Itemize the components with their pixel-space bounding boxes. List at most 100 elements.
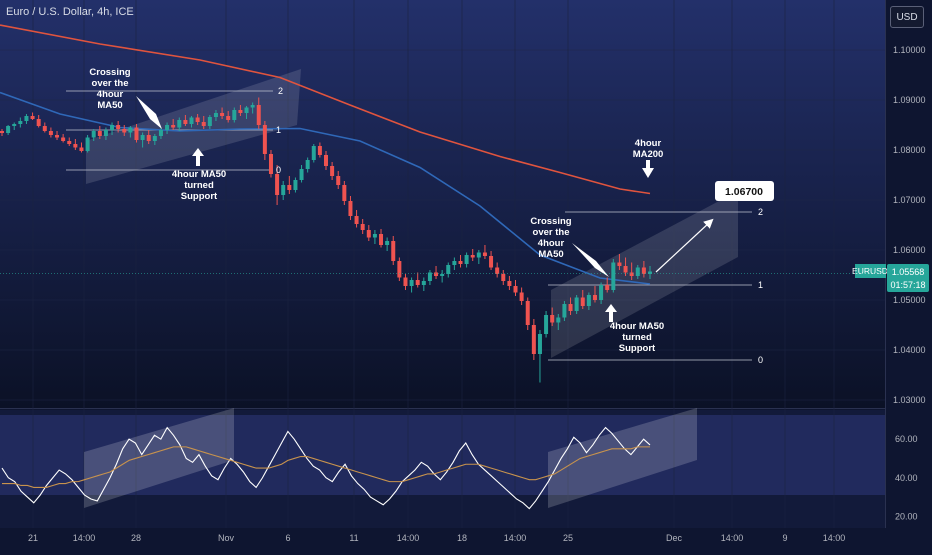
price-badge-value: 1.05568 bbox=[892, 267, 925, 277]
candle-body bbox=[464, 255, 469, 264]
time-tick-label: 9 bbox=[782, 533, 787, 543]
candle-body bbox=[440, 274, 445, 276]
rsi-tick-label: 40.00 bbox=[895, 473, 918, 483]
time-tick-label: 21 bbox=[28, 533, 38, 543]
time-axis: 21 14:00 28 Nov 6 11 14:00 18 14:00 25 Dec 14:00 9 14… bbox=[28, 533, 845, 543]
candle-body bbox=[501, 274, 506, 281]
candle-body bbox=[354, 216, 359, 224]
rsi-line bbox=[1, 426, 651, 510]
candle-body bbox=[226, 116, 231, 120]
candle-body bbox=[446, 265, 451, 274]
candle-body bbox=[452, 261, 457, 265]
candle-body bbox=[568, 304, 573, 311]
candle-body bbox=[299, 169, 304, 180]
candle-body bbox=[6, 126, 11, 133]
price-tick-label: 1.04000 bbox=[893, 345, 926, 355]
candle-body bbox=[635, 267, 640, 276]
price-tick-label: 1.06000 bbox=[893, 245, 926, 255]
candle-body bbox=[409, 280, 414, 286]
candle-body bbox=[458, 261, 463, 264]
candle-body bbox=[134, 127, 139, 140]
candle-body bbox=[42, 126, 47, 131]
candles bbox=[0, 97, 652, 383]
candle-body bbox=[268, 154, 273, 174]
right-support-text: 4hour MA50 turned Support bbox=[610, 321, 664, 354]
candle-body bbox=[85, 137, 90, 151]
candle-body bbox=[183, 120, 188, 124]
candle-body bbox=[427, 272, 432, 281]
candle-body bbox=[366, 230, 371, 238]
candle-body bbox=[128, 127, 133, 133]
candle-body bbox=[385, 241, 390, 245]
candle-body bbox=[311, 146, 316, 160]
candle-body bbox=[562, 304, 567, 318]
candle-body bbox=[36, 119, 41, 126]
ma200-line bbox=[0, 24, 651, 195]
candle-body bbox=[507, 281, 512, 286]
left-crossing-arrow bbox=[136, 96, 162, 129]
target-box bbox=[715, 181, 774, 201]
candle-body bbox=[287, 185, 292, 190]
candle-body bbox=[67, 141, 72, 144]
ma50-line bbox=[0, 91, 651, 285]
price-tick-label: 1.07000 bbox=[893, 195, 926, 205]
candle-body bbox=[152, 136, 157, 141]
right-level-0-label: 0 bbox=[758, 355, 763, 365]
currency-button[interactable]: USD bbox=[890, 6, 924, 28]
right-channel bbox=[551, 191, 738, 358]
left-channel bbox=[86, 69, 301, 184]
rsi-right-channel bbox=[548, 408, 697, 508]
time-tick-label: 6 bbox=[285, 533, 290, 543]
candle-body bbox=[165, 125, 170, 130]
candle-body bbox=[605, 285, 610, 290]
main-pane-background bbox=[0, 0, 885, 408]
rsi-axis: 60.00 40.00 20.00 bbox=[895, 434, 918, 521]
candle-body bbox=[592, 295, 597, 300]
left-level-1-label: 1 bbox=[276, 125, 281, 135]
candle-body bbox=[470, 255, 475, 258]
time-tick-label: 18 bbox=[457, 533, 467, 543]
right-support-arrow bbox=[605, 304, 617, 322]
right-crossing-text: Crossing over the 4hour MA50 bbox=[530, 216, 571, 260]
candle-body bbox=[116, 125, 121, 129]
candle-body bbox=[73, 144, 78, 148]
price-tick-label: 1.09000 bbox=[893, 95, 926, 105]
left-support-arrow bbox=[192, 148, 204, 166]
candle-body bbox=[421, 281, 426, 285]
rsi-ma-line bbox=[2, 446, 650, 488]
candle-body bbox=[574, 297, 579, 311]
time-tick-label: 14:00 bbox=[397, 533, 420, 543]
time-tick-label: Nov bbox=[218, 533, 235, 543]
candle-body bbox=[519, 292, 524, 301]
candle-body bbox=[580, 297, 585, 306]
candle-body bbox=[250, 105, 255, 108]
candle-body bbox=[213, 113, 218, 117]
candle-body bbox=[103, 130, 108, 136]
left-crossing-text: Crossing over the 4hour MA50 bbox=[89, 67, 130, 111]
candle-body bbox=[12, 124, 17, 126]
price-badge bbox=[887, 264, 929, 292]
left-level-0-label: 0 bbox=[276, 165, 281, 175]
time-tick-label: 25 bbox=[563, 533, 573, 543]
candle-body bbox=[531, 325, 536, 354]
candle-body bbox=[256, 105, 261, 125]
candle-body bbox=[189, 117, 194, 124]
candle-body bbox=[348, 201, 353, 216]
time-tick-label: 11 bbox=[349, 533, 358, 543]
ma200-text: 4hour MA200 bbox=[633, 138, 664, 160]
candle-body bbox=[201, 122, 206, 126]
candle-body bbox=[220, 113, 225, 116]
symbol-badge bbox=[855, 264, 886, 278]
time-tick-label: 14:00 bbox=[504, 533, 527, 543]
candle-body bbox=[629, 272, 634, 276]
candle-body bbox=[158, 130, 163, 136]
candle-body bbox=[550, 315, 555, 323]
price-badge-countdown: 01:57:18 bbox=[890, 280, 925, 290]
price-tick-label: 1.03000 bbox=[893, 395, 926, 405]
price-tick-label: 1.10000 bbox=[893, 45, 926, 55]
candle-body bbox=[434, 272, 439, 276]
candle-body bbox=[55, 135, 60, 138]
candle-body bbox=[317, 146, 322, 155]
